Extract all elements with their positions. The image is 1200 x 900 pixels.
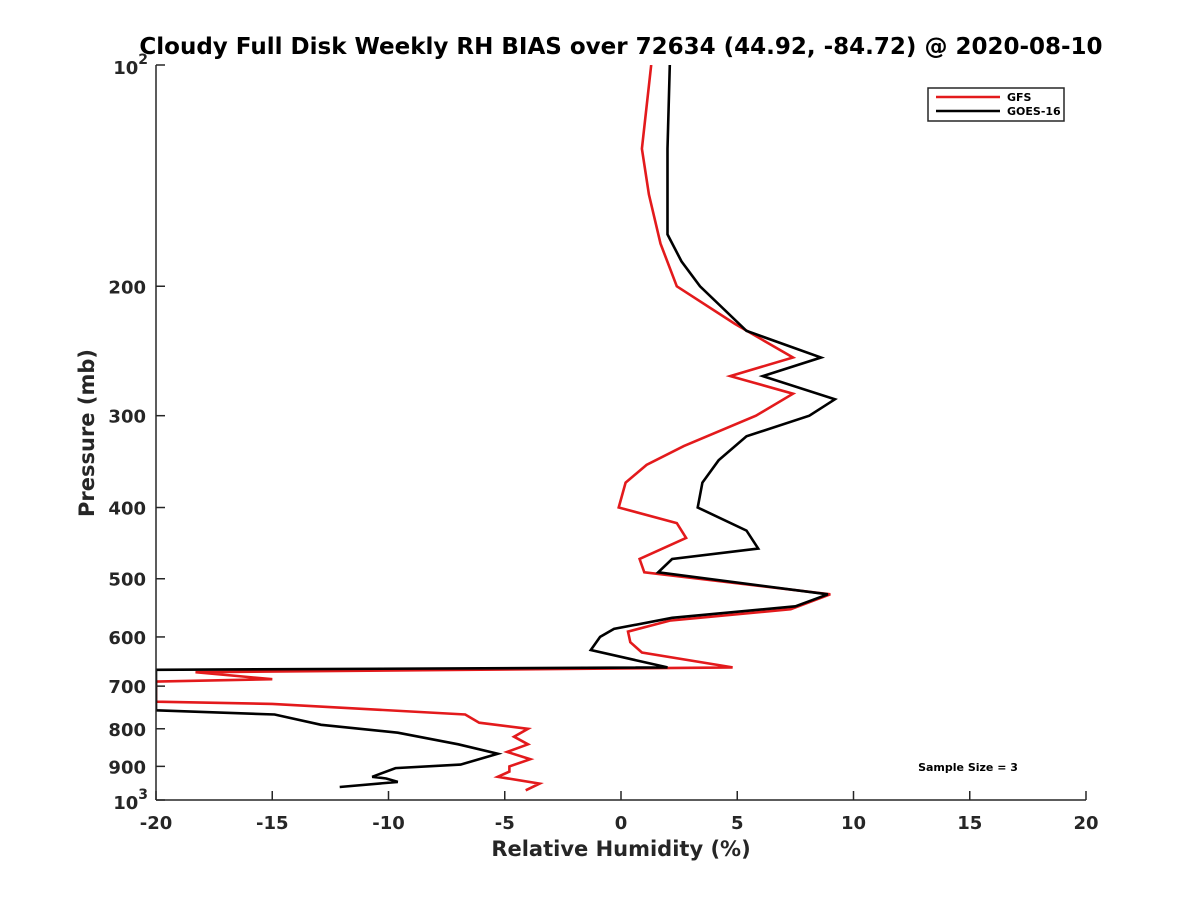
y-tick-label: 800	[108, 720, 146, 741]
y-tick-label: 300	[108, 407, 146, 428]
chart-title: Cloudy Full Disk Weekly RH BIAS over 726…	[139, 34, 1102, 60]
x-tick-label: 20	[1073, 813, 1098, 834]
series-line-goes-16	[156, 65, 838, 789]
legend-box	[927, 87, 1065, 122]
x-tick-label: 5	[731, 813, 744, 834]
y-tick-label: 900	[108, 757, 146, 778]
x-axis-label: Relative Humidity (%)	[491, 837, 750, 861]
y-tick-label: 700	[108, 677, 146, 698]
series-line-gfs	[156, 65, 831, 792]
plot-area: -20 -15 -10 -5 0 5 10 15 20 102 200 300 400 500 600 700…	[108, 52, 1098, 834]
x-tick-label: -10	[372, 813, 405, 834]
legend-entry-label: GOES-16	[1007, 105, 1061, 118]
y-tick-label: 200	[108, 277, 146, 298]
y-tick-label: 500	[108, 570, 146, 591]
y-tick-label: 400	[108, 499, 146, 520]
x-tick-label: -20	[140, 813, 173, 834]
x-tick-label: -15	[256, 813, 289, 834]
x-tick-label: 10	[841, 813, 866, 834]
y-tick-label: 600	[108, 628, 146, 649]
series-group	[156, 65, 838, 792]
legend-entry-label: GFS	[1007, 91, 1032, 104]
x-tick-label: 0	[615, 813, 628, 834]
y-tick-label: 103	[113, 787, 148, 814]
y-axis-label: Pressure (mb)	[75, 349, 99, 517]
y-tick-label: 102	[113, 52, 148, 79]
x-tick-label: 15	[957, 813, 982, 834]
sample-size-annotation: Sample Size = 3	[918, 761, 1018, 774]
x-tick-label: -5	[495, 813, 515, 834]
